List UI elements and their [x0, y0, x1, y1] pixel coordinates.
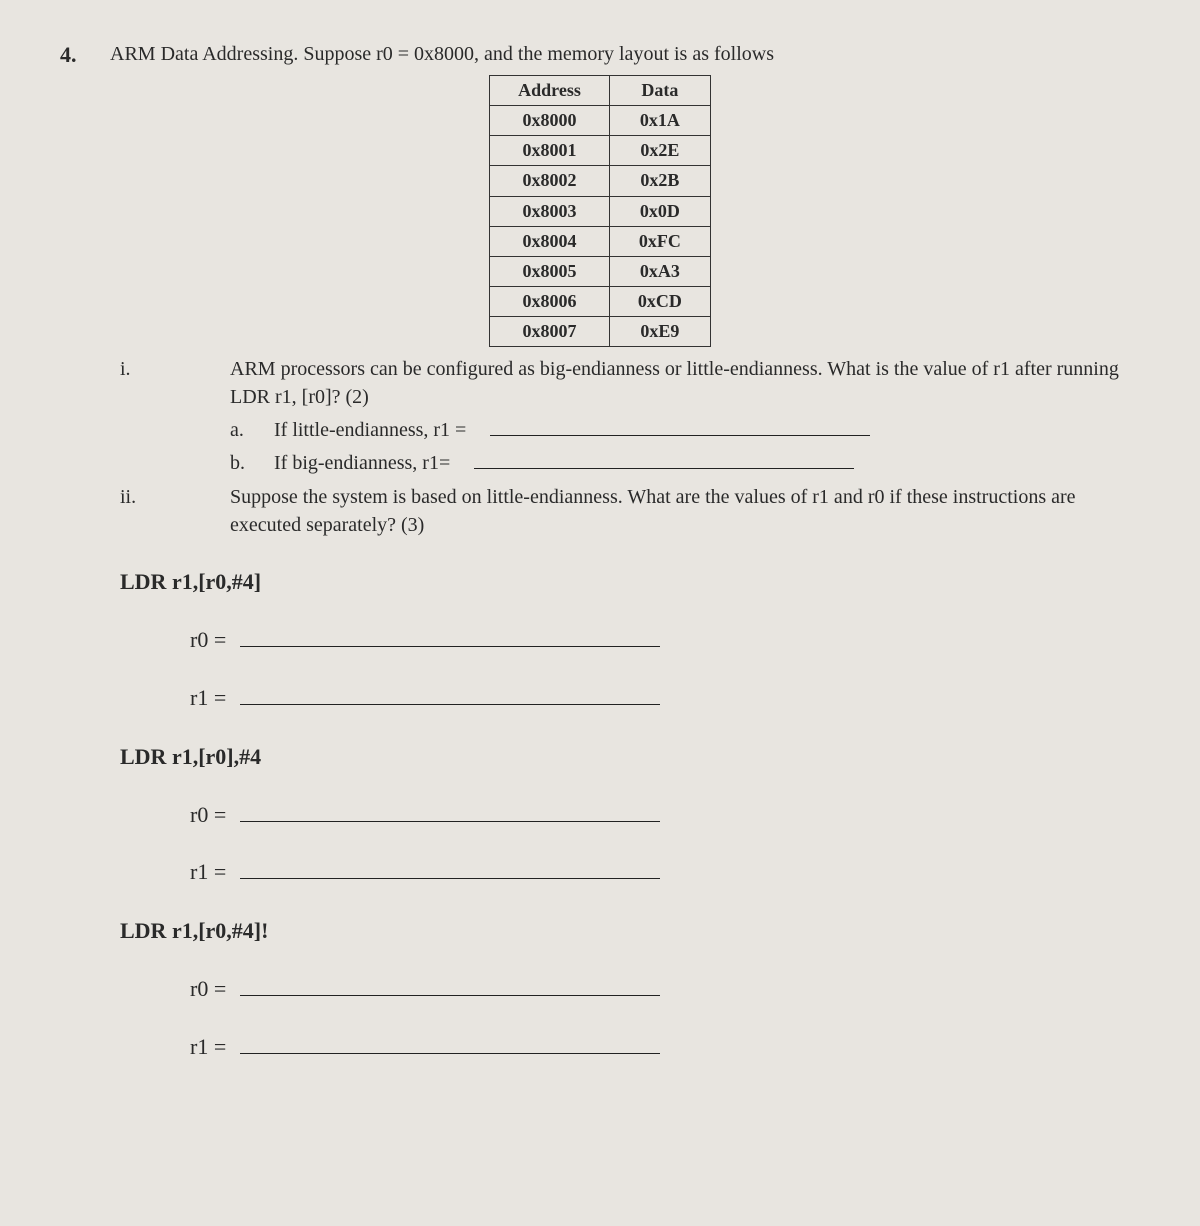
cell-data: 0xCD [609, 287, 710, 317]
cell-address: 0x8000 [490, 105, 610, 135]
sub-b: b. If big-endianness, r1= [230, 448, 1140, 477]
table-row: 0x80070xE9 [490, 317, 711, 347]
cell-data: 0xA3 [609, 256, 710, 286]
col-header-address: Address [490, 75, 610, 105]
answer-label: r0 = [190, 627, 226, 652]
blank-line[interactable] [240, 1031, 660, 1054]
part-ii-text: Suppose the system is based on little-en… [230, 486, 1076, 536]
cell-data: 0x1A [609, 105, 710, 135]
part-i-text: ARM processors can be configured as big-… [230, 358, 1119, 408]
blank-line[interactable] [240, 856, 660, 879]
table-row: 0x80060xCD [490, 287, 711, 317]
answer-r1-2: r1 = [190, 856, 1140, 888]
part-label-i: i. [60, 355, 210, 383]
part-i: i. ARM processors can be configured as b… [60, 355, 1140, 477]
cell-data: 0x2B [609, 166, 710, 196]
cell-address: 0x8003 [490, 196, 610, 226]
sub-label-b: b. [230, 449, 254, 477]
cell-address: 0x8002 [490, 166, 610, 196]
blank-line[interactable] [240, 799, 660, 822]
table-row: 0x80040xFC [490, 226, 711, 256]
answer-r0-1: r0 = [190, 624, 1140, 656]
sub-b-text: If big-endianness, r1= [274, 449, 450, 477]
sub-label-a: a. [230, 416, 254, 444]
cell-address: 0x8007 [490, 317, 610, 347]
answer-label: r0 = [190, 802, 226, 827]
part-body-ii: Suppose the system is based on little-en… [230, 483, 1140, 539]
sub-a-text: If little-endianness, r1 = [274, 416, 466, 444]
col-header-data: Data [609, 75, 710, 105]
cell-address: 0x8004 [490, 226, 610, 256]
part-label-ii: ii. [60, 483, 210, 511]
table-row: 0x80000x1A [490, 105, 711, 135]
question-title: ARM Data Addressing. Suppose r0 = 0x8000… [110, 40, 774, 68]
cell-address: 0x8006 [490, 287, 610, 317]
sub-a: a. If little-endianness, r1 = [230, 415, 1140, 444]
cell-address: 0x8005 [490, 256, 610, 286]
answer-label: r1 = [190, 1034, 226, 1059]
blank-line[interactable] [240, 624, 660, 647]
table-row: 0x80030x0D [490, 196, 711, 226]
answer-r0-2: r0 = [190, 799, 1140, 831]
answer-r0-3: r0 = [190, 973, 1140, 1005]
instruction-1: LDR r1,[r0,#4] [120, 567, 1140, 598]
cell-data: 0x0D [609, 196, 710, 226]
answer-label: r1 = [190, 685, 226, 710]
memory-table: Address Data 0x80000x1A 0x80010x2E 0x800… [489, 75, 711, 348]
blank-line[interactable] [490, 415, 870, 436]
cell-data: 0xE9 [609, 317, 710, 347]
question-number: 4. [60, 40, 90, 71]
answer-label: r0 = [190, 976, 226, 1001]
blank-line[interactable] [240, 973, 660, 996]
cell-data: 0xFC [609, 226, 710, 256]
part-ii: ii. Suppose the system is based on littl… [60, 483, 1140, 539]
cell-data: 0x2E [609, 136, 710, 166]
blank-line[interactable] [474, 448, 854, 469]
blank-line[interactable] [240, 682, 660, 705]
table-row: 0x80050xA3 [490, 256, 711, 286]
table-row: 0x80010x2E [490, 136, 711, 166]
table-row: 0x80020x2B [490, 166, 711, 196]
instruction-3: LDR r1,[r0,#4]! [120, 916, 1140, 947]
answer-r1-3: r1 = [190, 1031, 1140, 1063]
instruction-2: LDR r1,[r0],#4 [120, 742, 1140, 773]
part-body-i: ARM processors can be configured as big-… [230, 355, 1140, 477]
cell-address: 0x8001 [490, 136, 610, 166]
answer-label: r1 = [190, 859, 226, 884]
question-header: 4. ARM Data Addressing. Suppose r0 = 0x8… [60, 40, 1140, 71]
answer-r1-1: r1 = [190, 682, 1140, 714]
table-header-row: Address Data [490, 75, 711, 105]
